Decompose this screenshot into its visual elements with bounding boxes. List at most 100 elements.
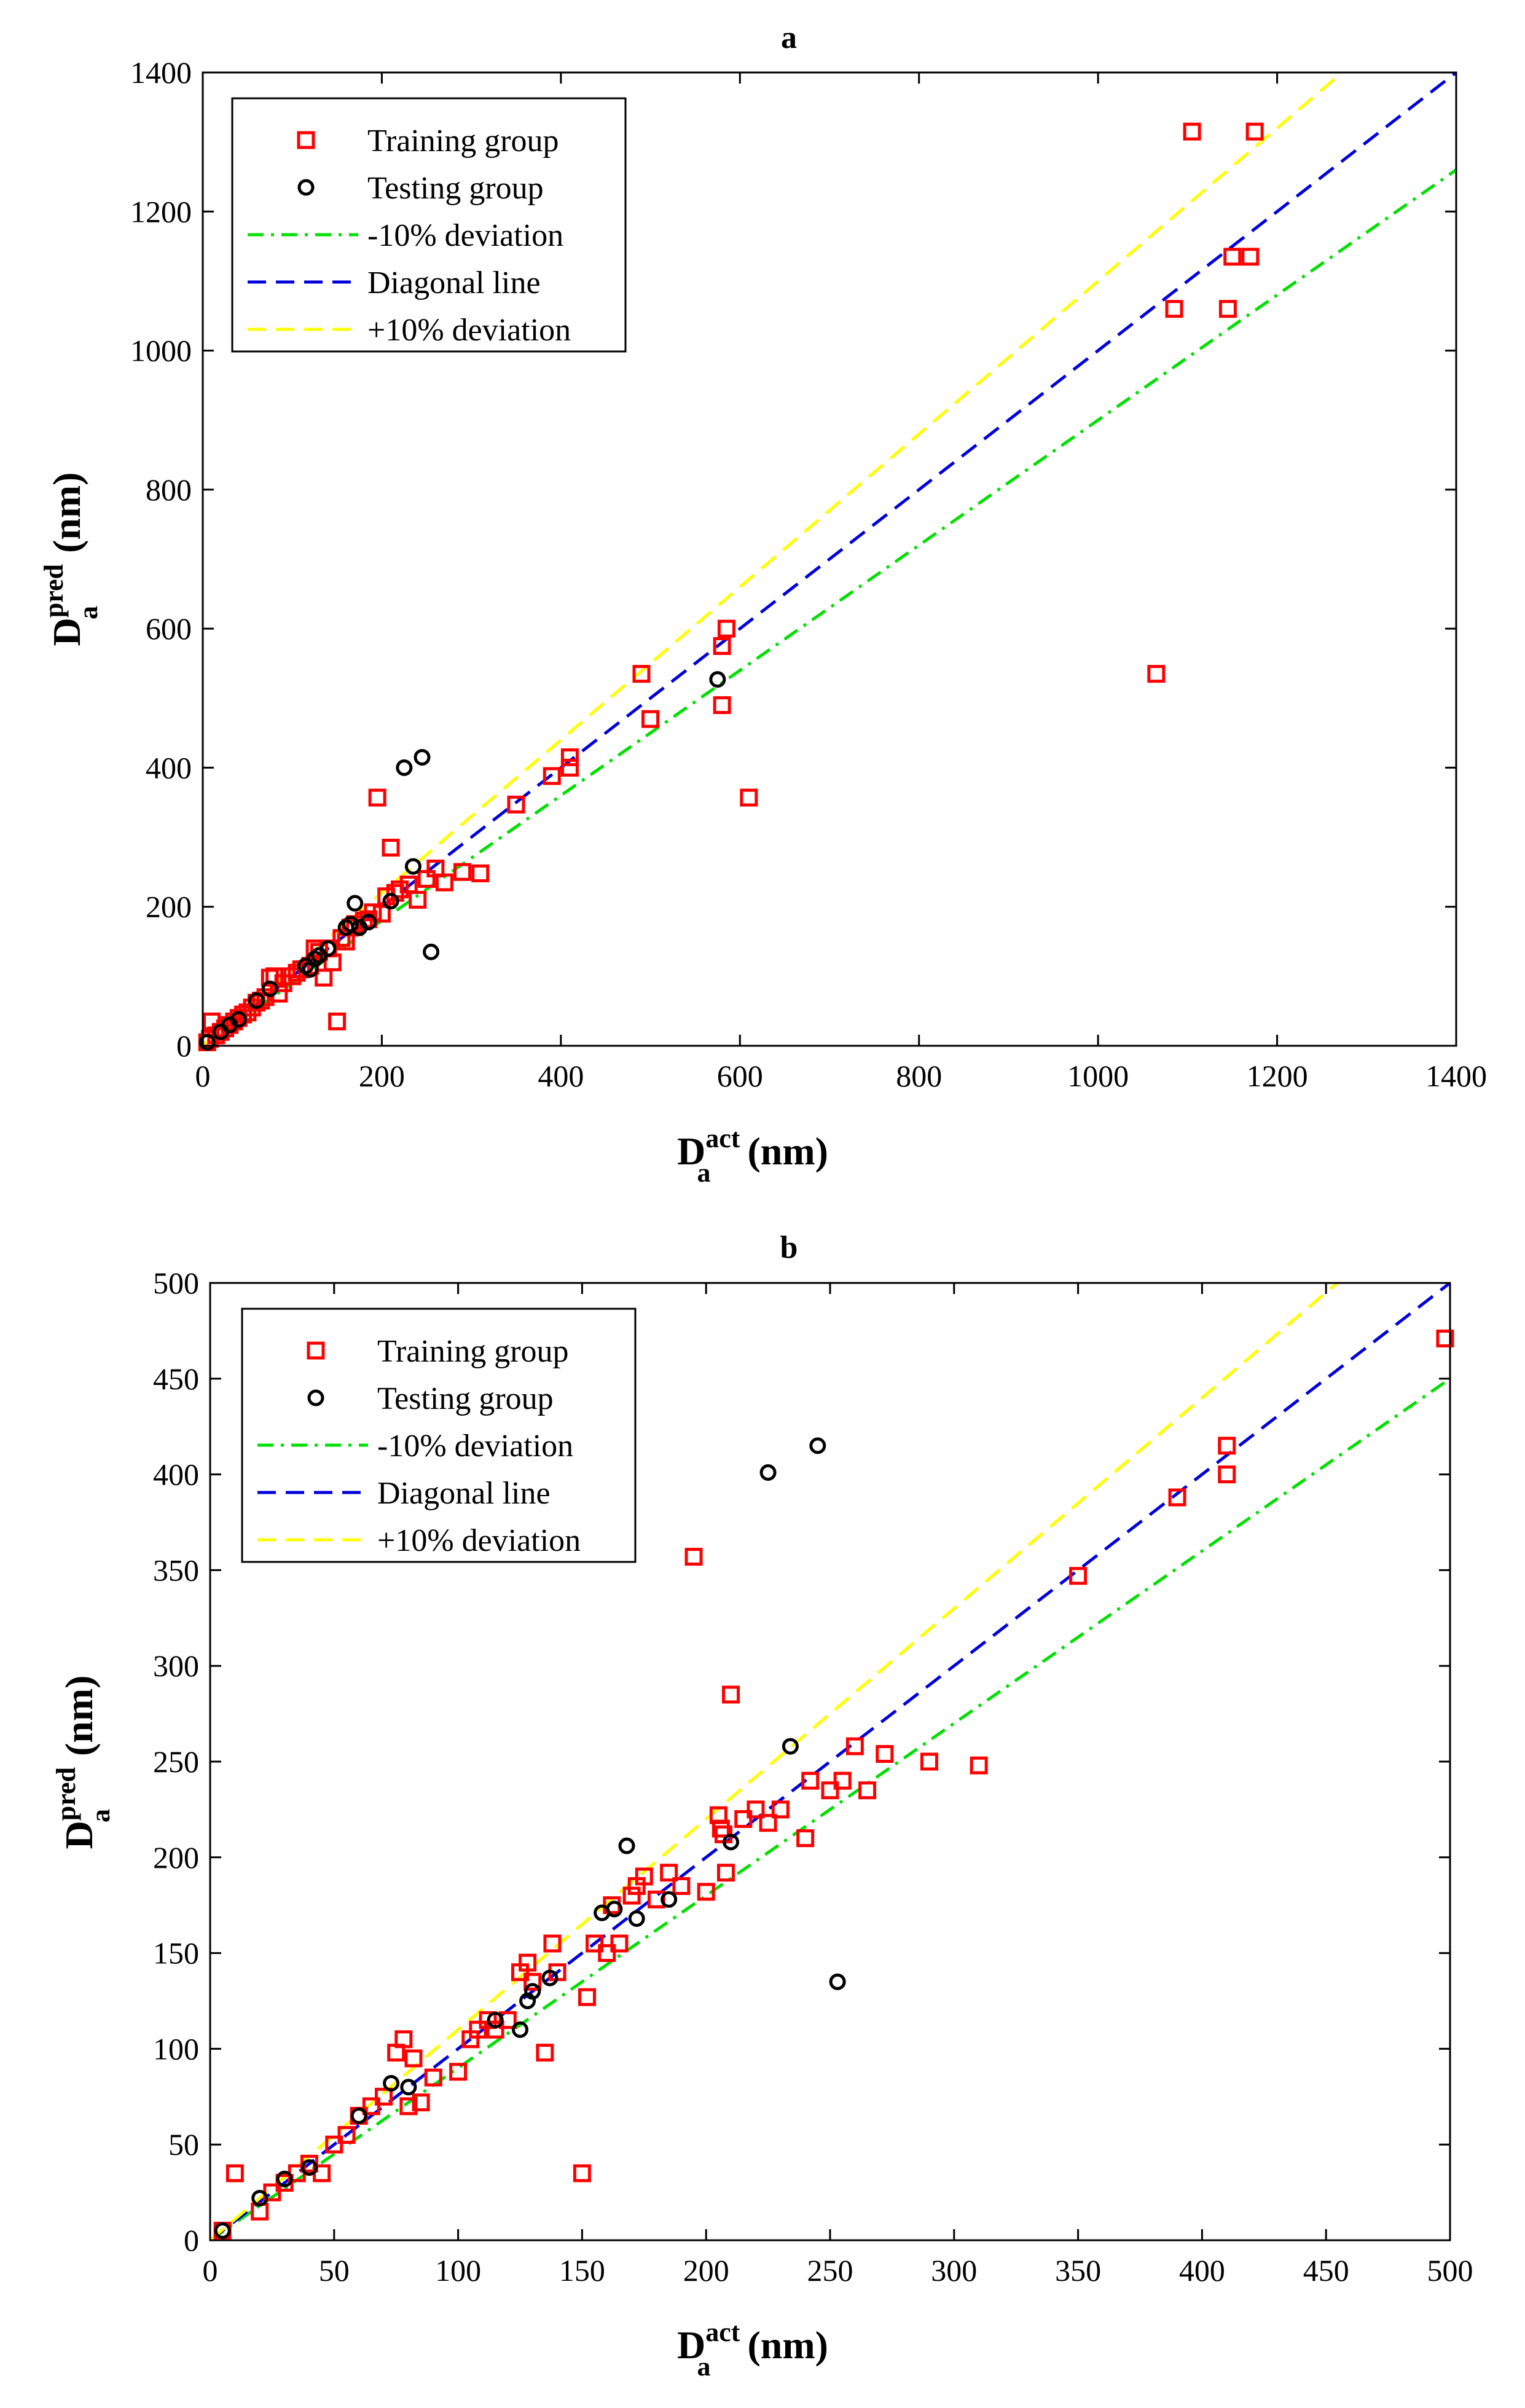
panel-a-x-tick-label-0: 0 bbox=[195, 1059, 211, 1093]
panel-b-point-s0-33 bbox=[586, 1934, 604, 1953]
panel-b-y-tick-label-1: 50 bbox=[168, 2127, 199, 2162]
panel-b-ref-line-2 bbox=[210, 1283, 1339, 2240]
panel-a-ref-line-1 bbox=[203, 73, 1456, 1046]
panel-a-point-s0-25 bbox=[315, 968, 333, 987]
panel-a-legend-items: Training group Testing group -10% deviatio… bbox=[248, 124, 571, 348]
panel-a-x-label-sup: act bbox=[705, 1123, 740, 1153]
panel-b-point-s0-34 bbox=[598, 1944, 616, 1963]
panel-b-point-s1-10 bbox=[524, 1983, 541, 2000]
panel-b-point-s0-21 bbox=[469, 2020, 487, 2039]
panel-b-point-s0-67 bbox=[1436, 1329, 1454, 1347]
panel-a-legend-symbol-0 bbox=[297, 131, 315, 149]
panel-b-point-s0-52 bbox=[759, 1814, 777, 1832]
panel-a-y-axis-label: Dpred a (nm) bbox=[39, 473, 103, 646]
panel-b-point-s0-64 bbox=[1168, 1488, 1186, 1507]
panel-b-x-tick-label-0: 0 bbox=[203, 2253, 218, 2288]
panel-b-legend-label-1: Testing group bbox=[377, 1381, 554, 1416]
panel-a-point-s0-28 bbox=[328, 1012, 347, 1030]
panel-b-point-s1-19 bbox=[782, 1738, 799, 1755]
panel-b-point-s0-59 bbox=[858, 1781, 877, 1800]
panel-b-point-s0-18 bbox=[424, 2068, 442, 2087]
panel-b-x-tick-label-9: 450 bbox=[1303, 2253, 1349, 2288]
panel-b-point-s0-48 bbox=[716, 1864, 735, 1882]
panel-a-point-s0-59 bbox=[1147, 665, 1166, 683]
panel-b-point-s0-36 bbox=[610, 1934, 629, 1953]
panel-b-y-label-sub: a bbox=[85, 1809, 116, 1822]
panel-b-point-s0-63 bbox=[1069, 1567, 1088, 1585]
panel-a-legend-label-4: +10% deviation bbox=[367, 313, 571, 348]
panel-a-point-s0-39 bbox=[382, 839, 400, 857]
panel-b-x-tick-label-5: 250 bbox=[807, 2253, 853, 2288]
panel-a-x-label-sub: a bbox=[697, 1158, 710, 1188]
panel-b-x-tick-label-10: 500 bbox=[1427, 2253, 1473, 2288]
panel-b-point-s0-8 bbox=[325, 2135, 343, 2154]
panel-a-point-s0-49 bbox=[507, 795, 525, 814]
panel-a-point-s0-61 bbox=[1183, 122, 1201, 141]
panel-a-ref-line-2 bbox=[203, 73, 1344, 1046]
panel-b-point-s0-57 bbox=[833, 1771, 852, 1790]
panel-a-point-s1-15 bbox=[360, 914, 377, 931]
panel-b-point-s0-39 bbox=[635, 1867, 653, 1886]
panel-b-x-tick-label-6: 300 bbox=[931, 2253, 977, 2288]
panel-b-y-tick-label-8: 400 bbox=[153, 1457, 199, 1492]
panel-a-legend: Training group Testing group -10% deviatio… bbox=[231, 97, 627, 353]
panel-b-point-s0-11 bbox=[362, 2097, 380, 2116]
panel-b-point-s1-6 bbox=[400, 2079, 417, 2096]
panel-b-legend-label-2: -10% deviation bbox=[377, 1429, 573, 1464]
panel-b-point-s0-66 bbox=[1218, 1437, 1236, 1455]
panel-b-x-tick-label-4: 200 bbox=[683, 2253, 729, 2288]
panel-b-x-tick-label-1: 50 bbox=[319, 2253, 350, 2288]
panel-b-y-tick-label-9: 450 bbox=[153, 1362, 199, 1396]
panel-b-point-s1-11 bbox=[541, 1969, 559, 1986]
panel-a-point-s0-43 bbox=[409, 890, 427, 909]
panel-a-legend-symbol-1 bbox=[297, 179, 315, 196]
panel-a-y-tick-label-0: 0 bbox=[176, 1029, 192, 1063]
panel-a-point-s0-45 bbox=[426, 859, 445, 877]
panel-a-y-tick-label-1: 200 bbox=[146, 890, 192, 924]
panel-b-point-s0-19 bbox=[449, 2063, 468, 2081]
panel-b-point-s0-32 bbox=[578, 1988, 596, 2006]
panel-b-point-s1-3 bbox=[300, 2159, 318, 2176]
panel-b-legend-label-3: Diagonal line bbox=[377, 1476, 551, 1511]
panel-a-point-s0-62 bbox=[1218, 300, 1237, 318]
panel-b-point-s0-42 bbox=[672, 1877, 691, 1896]
panel-a-points bbox=[198, 122, 1264, 1051]
panel-a-point-s0-41 bbox=[391, 880, 409, 898]
panel-a-point-s0-46 bbox=[435, 873, 453, 892]
panel-b-point-s0-46 bbox=[712, 1819, 730, 1838]
panel-a-point-s0-48 bbox=[471, 864, 490, 882]
panel-b-point-s0-28 bbox=[536, 2044, 554, 2062]
panel-a-ref-lines bbox=[203, 73, 1456, 1046]
panel-b-point-s0-16 bbox=[404, 2049, 423, 2068]
panel-a-y-tick-label-7: 1400 bbox=[130, 55, 192, 90]
panel-a-x-tick-label-6: 1200 bbox=[1247, 1059, 1308, 1093]
panel-b-point-s0-29 bbox=[543, 1934, 562, 1953]
panel-a-point-s1-5 bbox=[261, 980, 278, 997]
panel-a-point-s0-44 bbox=[417, 869, 436, 888]
panel-b-legend-label-4: +10% deviation bbox=[377, 1523, 581, 1558]
panel-b-points bbox=[213, 1329, 1454, 2240]
panel-b-point-s0-4 bbox=[275, 2174, 294, 2192]
panel-b-point-s0-62 bbox=[970, 1756, 988, 1775]
panel-a-x-tick-label-7: 1400 bbox=[1425, 1059, 1487, 1093]
panel-b-y-tick-label-7: 350 bbox=[153, 1553, 199, 1587]
panel-b-point-s0-61 bbox=[920, 1752, 938, 1771]
panel-b-point-s0-54 bbox=[796, 1829, 815, 1848]
panel-b-point-s0-6 bbox=[300, 2154, 318, 2173]
panel-b-y-tick-label-6: 300 bbox=[153, 1649, 199, 1683]
panel-b-y-label-main: D bbox=[57, 1821, 101, 1849]
panel-a-y-tick-label-6: 1200 bbox=[130, 194, 192, 229]
panel-a-point-s0-52 bbox=[560, 748, 579, 766]
panel-a-point-s0-57 bbox=[713, 696, 731, 715]
panel-a-point-s0-58 bbox=[740, 788, 758, 807]
panel-a-legend-label-0: Training group bbox=[367, 124, 559, 159]
panel-b: b 0 50 100 150 200 250 300 350 400 450 500 0 50 100 1… bbox=[51, 1230, 1473, 2382]
panel-b-point-s0-65 bbox=[1218, 1465, 1236, 1484]
panel-b-legend-label-0: Training group bbox=[377, 1334, 569, 1369]
panel-b-y-ticks: 0 50 100 150 200 250 300 350 400 450 500 bbox=[153, 1266, 1450, 2257]
panel-b-x-ticks: 0 50 100 150 200 250 300 350 400 450 500 bbox=[203, 1283, 1473, 2288]
panel-b-title: b bbox=[780, 1230, 798, 1265]
panel-a-point-s1-4 bbox=[248, 992, 265, 1009]
